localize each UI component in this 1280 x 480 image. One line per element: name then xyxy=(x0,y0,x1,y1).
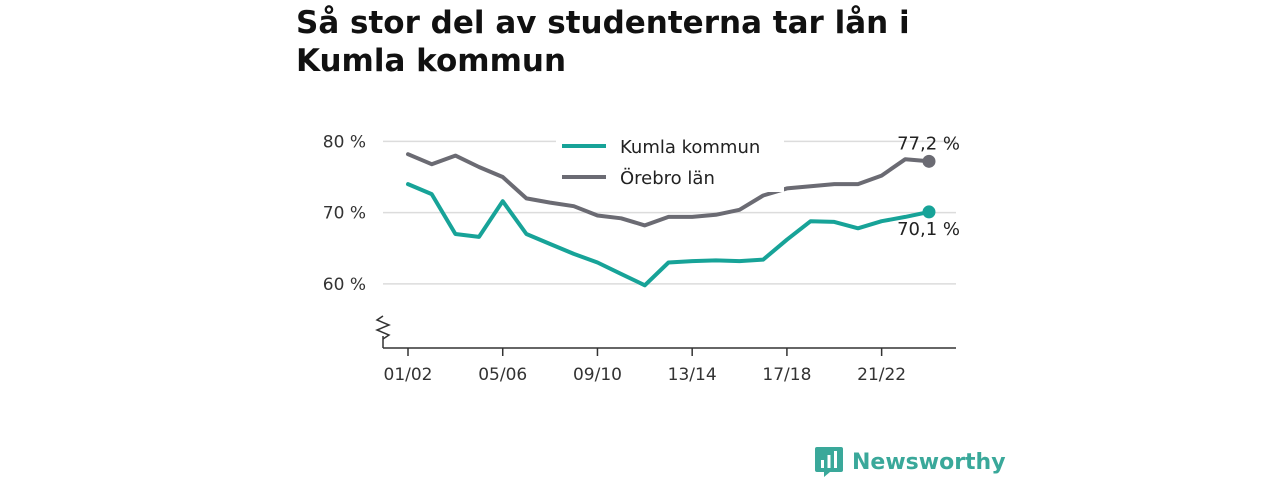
x-tick-label: 09/10 xyxy=(573,365,622,385)
brand-logo: Newsworthy xyxy=(814,446,1006,478)
series-line-kumla xyxy=(406,182,931,288)
y-axis-ticks: 60 % 70 % 80 % xyxy=(323,132,366,295)
legend: Kumla kommun Örebro län xyxy=(556,130,784,192)
x-tick-label: 21/22 xyxy=(857,365,906,385)
x-axis-ticks: 01/02 05/06 09/10 13/14 17/18 21/22 xyxy=(384,348,906,385)
series-lines xyxy=(406,152,931,288)
end-value-label-orebro: 77,2 % xyxy=(897,133,960,154)
x-tick-label: 13/14 xyxy=(668,365,717,385)
chart-title: Så stor del av studenterna tar lån i Kum… xyxy=(296,5,910,79)
series-endpoints: 77,2 % 70,1 % xyxy=(897,133,960,240)
x-tick-label: 17/18 xyxy=(762,365,811,385)
line-chart: 60 % 70 % 80 % 01/02 05/06 09/10 13/14 17/18 21… xyxy=(322,130,960,385)
legend-label-kumla: Kumla kommun xyxy=(620,137,760,158)
brand-name: Newsworthy xyxy=(852,449,1006,475)
endpoint-dot-kumla xyxy=(922,205,936,219)
y-tick-label: 70 % xyxy=(323,204,366,224)
series-line-orebro xyxy=(406,152,931,228)
y-tick-label: 60 % xyxy=(323,275,366,295)
axis-break-icon xyxy=(375,315,391,340)
axes xyxy=(375,315,956,349)
x-tick-label: 01/02 xyxy=(384,365,433,385)
x-tick-label: 05/06 xyxy=(478,365,527,385)
legend-label-orebro: Örebro län xyxy=(620,167,715,189)
legend-background xyxy=(556,130,784,192)
y-tick-label: 80 % xyxy=(323,132,366,152)
bar-chart-icon xyxy=(815,447,843,477)
endpoint-dot-orebro xyxy=(922,154,936,168)
end-value-label-kumla: 70,1 % xyxy=(897,219,960,240)
